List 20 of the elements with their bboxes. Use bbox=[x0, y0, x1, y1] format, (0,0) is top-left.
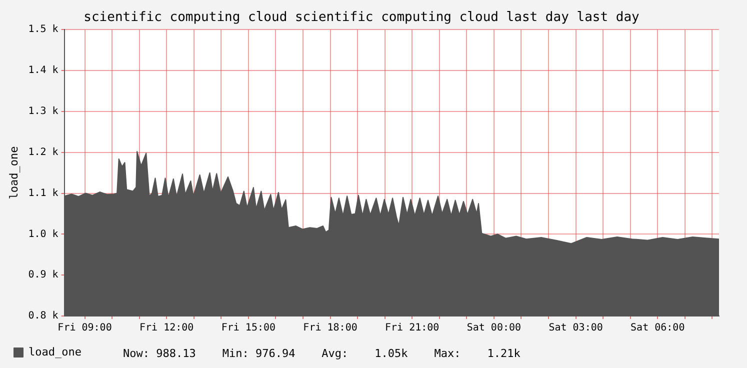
y-tick-label: 1.2 k bbox=[28, 146, 58, 158]
x-tick-label: Fri 12:00 bbox=[140, 322, 194, 334]
y-axis-title: load_one bbox=[7, 146, 20, 200]
x-tick-label: Fri 18:00 bbox=[303, 322, 358, 334]
y-tick-label: 1.1 k bbox=[28, 188, 58, 199]
x-tick-label: Fri 09:00 bbox=[58, 322, 112, 334]
x-tick-label: Fri 21:00 bbox=[385, 322, 440, 334]
x-tick-label: Sat 06:00 bbox=[630, 322, 685, 334]
y-tick-label: 1.3 k bbox=[28, 106, 58, 118]
x-tick-label: Fri 15:00 bbox=[221, 322, 276, 334]
y-tick-label: 1.0 k bbox=[28, 228, 58, 240]
x-tick-label: Sat 00:00 bbox=[466, 322, 522, 334]
legend-label: load_one bbox=[28, 345, 82, 358]
chart-title: scientific computing cloud scientific computing cloud last day last day bbox=[84, 10, 640, 26]
y-tick-label: 1.4 k bbox=[28, 65, 58, 76]
y-tick-label: 0.9 k bbox=[28, 270, 58, 281]
y-tick-label: 1.5 k bbox=[28, 24, 58, 36]
x-tick-label: Sat 03:00 bbox=[548, 322, 603, 334]
y-tick-label: 0.8 k bbox=[28, 310, 58, 322]
text: Now: 988.13 Min: 976.94 Avg: 1.05k Max: 1.21k bbox=[123, 346, 521, 360]
